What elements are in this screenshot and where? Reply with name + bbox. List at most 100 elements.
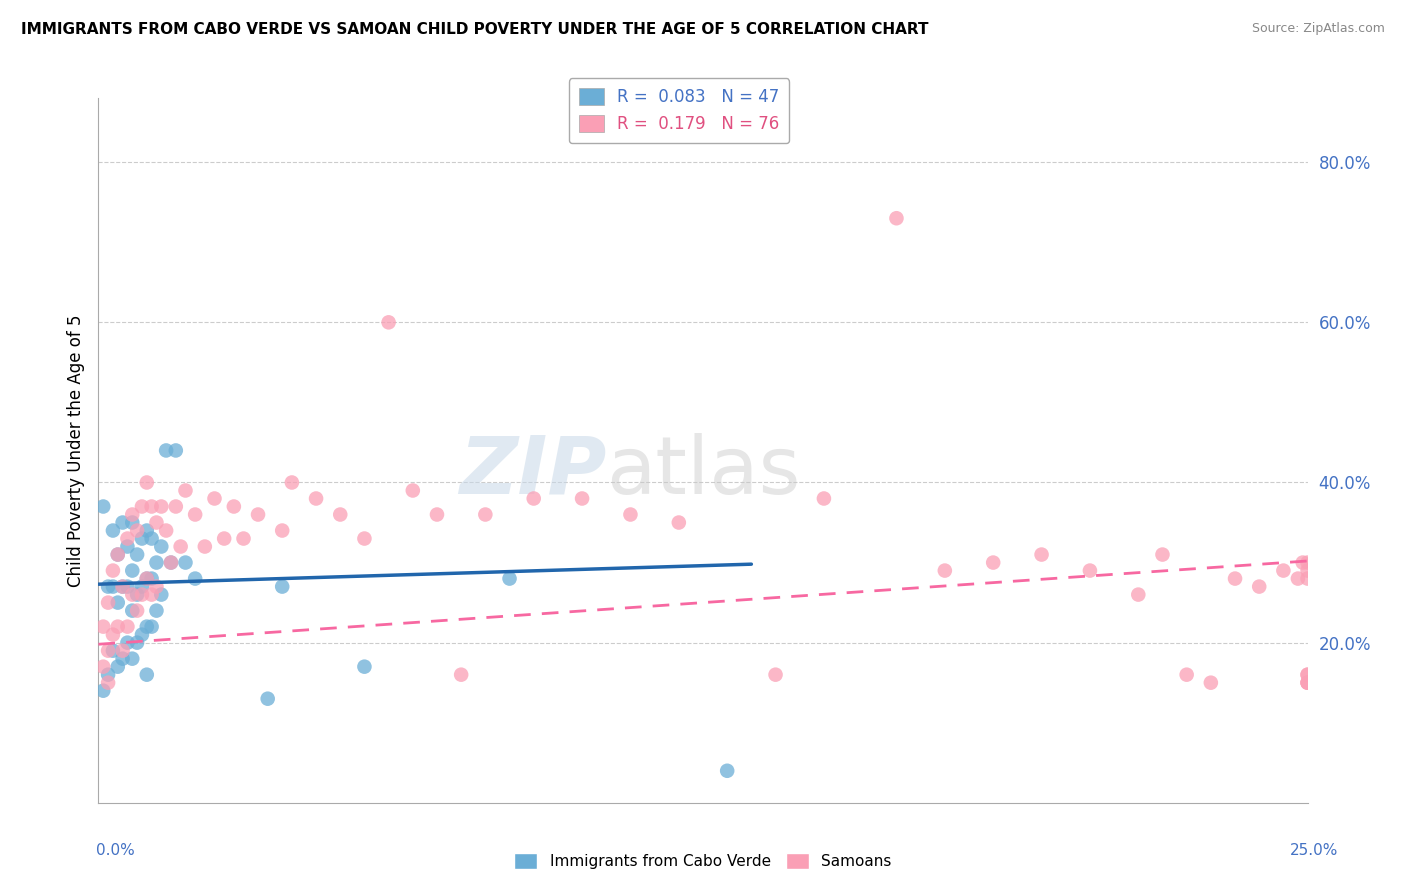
Point <box>160 556 183 570</box>
Point <box>135 667 157 681</box>
Point <box>145 516 167 530</box>
Point <box>121 651 143 665</box>
Point <box>498 572 520 586</box>
Point <box>117 635 139 649</box>
Point <box>150 540 173 554</box>
Point <box>127 635 149 649</box>
Point <box>1286 572 1309 586</box>
Point <box>1292 556 1315 570</box>
Point <box>169 540 191 554</box>
Text: 0.0%: 0.0% <box>96 843 135 858</box>
Point <box>131 588 153 602</box>
Point <box>668 516 690 530</box>
Point <box>281 475 304 490</box>
Point <box>101 564 124 578</box>
Point <box>141 572 163 586</box>
Point <box>135 524 157 538</box>
Point <box>111 516 134 530</box>
Point <box>97 667 120 681</box>
Point <box>184 572 207 586</box>
Point <box>141 500 163 514</box>
Point <box>1296 675 1319 690</box>
Point <box>141 619 163 633</box>
Point <box>117 580 139 594</box>
Point <box>222 500 245 514</box>
Point <box>107 596 129 610</box>
Point <box>91 683 114 698</box>
Point <box>174 483 197 498</box>
Point <box>1296 675 1319 690</box>
Point <box>1296 667 1319 681</box>
Point <box>121 508 143 522</box>
Point <box>145 580 167 594</box>
Point <box>97 596 120 610</box>
Point <box>101 580 124 594</box>
Point <box>155 524 177 538</box>
Text: ZIP: ZIP <box>458 433 606 510</box>
Point <box>1031 548 1053 562</box>
Point <box>1296 556 1319 570</box>
Point <box>127 604 149 618</box>
Point <box>117 540 139 554</box>
Point <box>111 643 134 657</box>
Point <box>813 491 835 506</box>
Point <box>141 588 163 602</box>
Point <box>97 643 120 657</box>
Legend: Immigrants from Cabo Verde, Samoans: Immigrants from Cabo Verde, Samoans <box>509 847 897 875</box>
Point <box>204 491 226 506</box>
Point <box>174 556 197 570</box>
Point <box>135 572 157 586</box>
Point <box>131 532 153 546</box>
Point <box>1128 588 1150 602</box>
Text: Source: ZipAtlas.com: Source: ZipAtlas.com <box>1251 22 1385 36</box>
Point <box>1199 675 1222 690</box>
Point <box>101 627 124 641</box>
Point <box>1175 667 1198 681</box>
Point <box>1296 667 1319 681</box>
Point <box>247 508 270 522</box>
Point <box>107 548 129 562</box>
Point <box>107 548 129 562</box>
Point <box>523 491 546 506</box>
Point <box>165 500 187 514</box>
Point <box>121 588 143 602</box>
Text: IMMIGRANTS FROM CABO VERDE VS SAMOAN CHILD POVERTY UNDER THE AGE OF 5 CORRELATIO: IMMIGRANTS FROM CABO VERDE VS SAMOAN CHI… <box>21 22 928 37</box>
Legend: R =  0.083   N = 47, R =  0.179   N = 76: R = 0.083 N = 47, R = 0.179 N = 76 <box>568 78 789 143</box>
Point <box>111 580 134 594</box>
Point <box>150 500 173 514</box>
Point <box>353 532 375 546</box>
Point <box>101 524 124 538</box>
Point <box>97 675 120 690</box>
Y-axis label: Child Poverty Under the Age of 5: Child Poverty Under the Age of 5 <box>66 314 84 587</box>
Point <box>1296 675 1319 690</box>
Point <box>194 540 217 554</box>
Point <box>127 524 149 538</box>
Point <box>1272 564 1295 578</box>
Point <box>135 619 157 633</box>
Point <box>91 659 114 673</box>
Point <box>145 556 167 570</box>
Point <box>934 564 956 578</box>
Point <box>271 524 294 538</box>
Point <box>141 532 163 546</box>
Point <box>450 667 472 681</box>
Point <box>305 491 328 506</box>
Point <box>131 580 153 594</box>
Point <box>765 667 787 681</box>
Point <box>184 508 207 522</box>
Point <box>474 508 496 522</box>
Point <box>1078 564 1101 578</box>
Point <box>117 619 139 633</box>
Point <box>111 651 134 665</box>
Point <box>97 580 120 594</box>
Point <box>150 588 173 602</box>
Point <box>101 643 124 657</box>
Point <box>353 659 375 673</box>
Point <box>160 556 183 570</box>
Point <box>329 508 352 522</box>
Point <box>377 315 399 329</box>
Point <box>426 508 449 522</box>
Point <box>571 491 593 506</box>
Point <box>1296 564 1319 578</box>
Text: 25.0%: 25.0% <box>1291 843 1339 858</box>
